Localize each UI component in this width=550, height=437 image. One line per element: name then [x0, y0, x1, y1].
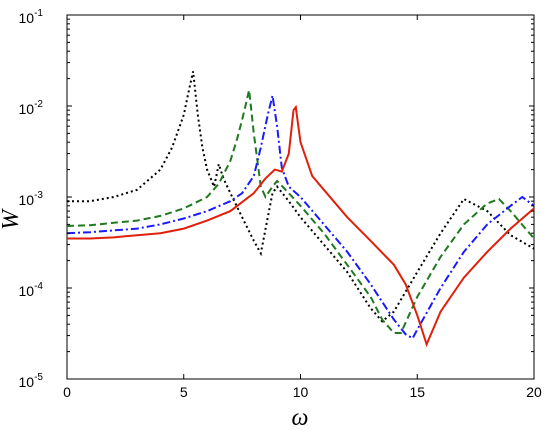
- y-tick-label: 10-1: [19, 8, 44, 26]
- x-tick-label: 0: [63, 384, 71, 400]
- x-tick-label: 15: [409, 384, 425, 400]
- x-axis-label: ω: [292, 405, 309, 431]
- x-tick-label: 10: [293, 384, 309, 400]
- series-line-2: [66, 89, 535, 334]
- y-tick-label: 10-2: [19, 99, 44, 117]
- y-tick-label: 10-3: [19, 190, 44, 208]
- series-line-3: [66, 95, 535, 340]
- x-tick-label: 5: [180, 384, 188, 400]
- series-line-4: [67, 104, 535, 348]
- y-tick-label: 10-5: [19, 372, 44, 390]
- tick-layer: 0 5 10 15 20 10-5 10-4 10-3 10-2 10-1: [19, 8, 542, 400]
- plot-frame: [66, 14, 535, 380]
- series-line-1: [67, 71, 535, 323]
- x-tick-label: 20: [526, 384, 542, 400]
- y-axis-label: W: [0, 208, 24, 230]
- series-layer: [66, 71, 535, 348]
- y-tick-label: 10-4: [19, 281, 44, 299]
